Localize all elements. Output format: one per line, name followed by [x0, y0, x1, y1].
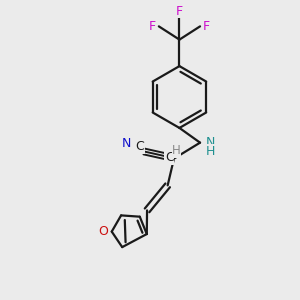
Text: O: O — [99, 225, 108, 238]
Text: C: C — [135, 140, 144, 153]
Text: H: H — [172, 144, 181, 157]
Text: N: N — [205, 136, 215, 149]
Text: H: H — [205, 145, 215, 158]
Text: F: F — [176, 4, 183, 18]
Text: N: N — [122, 137, 131, 150]
Text: F: F — [149, 20, 156, 33]
Text: C: C — [165, 151, 173, 164]
Text: F: F — [203, 20, 210, 33]
